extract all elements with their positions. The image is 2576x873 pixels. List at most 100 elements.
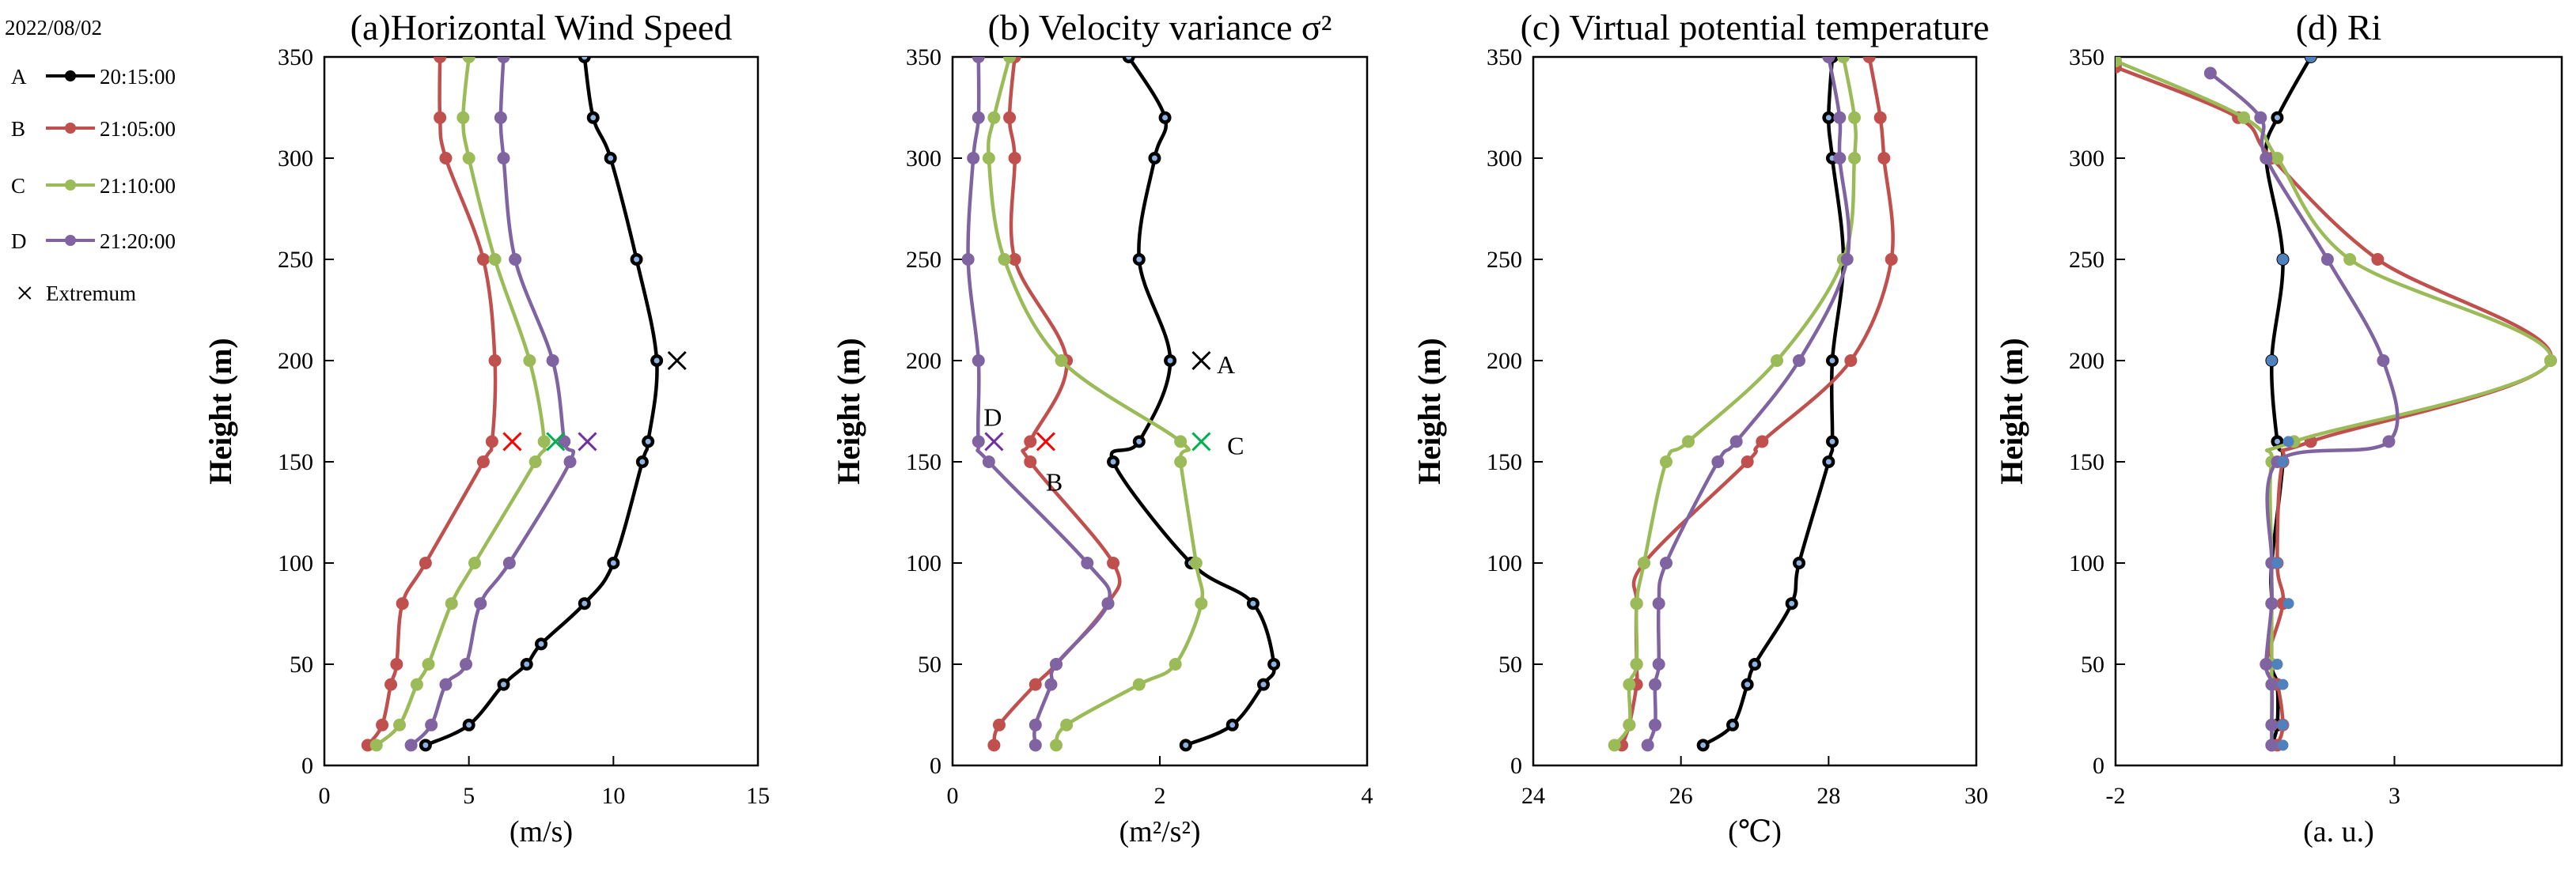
plot-frame — [1532, 55, 1978, 767]
x-tick-label: 3 — [2388, 783, 2400, 809]
data-point — [468, 557, 481, 569]
data-point-highlight — [1250, 600, 1256, 607]
plot-frame — [2114, 55, 2563, 767]
data-point-highlight — [422, 742, 429, 748]
y-tick-label: 0 — [301, 753, 313, 779]
series-line-2 — [375, 57, 547, 747]
data-point-highlight — [1700, 742, 1707, 748]
legend-time-b: 21:05:00 — [100, 117, 176, 141]
plot-area — [961, 57, 1281, 752]
extremum-marker — [1191, 350, 1211, 371]
data-point — [476, 253, 490, 266]
data-point — [1660, 455, 1673, 468]
data-point — [2382, 435, 2396, 448]
data-point — [1641, 739, 1654, 752]
data-point — [376, 718, 389, 731]
legend-entry-d: D 21:20:00 — [11, 229, 176, 253]
data-point — [987, 111, 1001, 124]
y-tick-label: 200 — [2069, 348, 2104, 374]
y-tick-label: 350 — [906, 44, 941, 70]
x-axis-label: (m²/s²) — [1119, 815, 1201, 848]
data-point — [1652, 597, 1665, 610]
data-point-highlight — [581, 600, 588, 607]
y-tick-label: 50 — [1498, 652, 1522, 678]
x-tick-label: 26 — [1669, 783, 1693, 809]
data-point — [2265, 739, 2279, 752]
data-point-highlight — [1136, 256, 1142, 263]
data-point — [390, 658, 403, 671]
data-point — [445, 597, 458, 610]
legend: 2022/08/02 A 20:15:00 B 21:05:00 C 21:10… — [5, 16, 176, 311]
data-point — [1008, 152, 1021, 164]
data-point — [961, 253, 975, 266]
legend-extremum-label: Extremum — [46, 282, 136, 305]
data-point — [972, 57, 985, 63]
data-point — [967, 152, 980, 164]
data-point — [1741, 455, 1754, 468]
data-point — [1848, 111, 1861, 124]
data-point — [1630, 597, 1643, 610]
series-line-3 — [2209, 71, 2400, 746]
y-tick-label: 150 — [278, 449, 313, 475]
extremum-marker — [667, 350, 687, 371]
y-tick-label: 0 — [930, 753, 941, 779]
data-point — [462, 57, 475, 63]
y-tick-label: 200 — [906, 348, 941, 374]
data-point — [1003, 57, 1017, 63]
legend-entry-c: C 21:10:00 — [11, 174, 176, 198]
data-point — [987, 739, 1001, 752]
data-point-highlight — [1151, 155, 1157, 161]
data-point — [1050, 658, 1063, 671]
data-point — [1174, 435, 1188, 448]
data-point — [972, 354, 985, 367]
data-point-highlight — [1796, 560, 1802, 566]
y-tick-label: 100 — [2069, 550, 2104, 576]
data-point — [1029, 678, 1042, 691]
data-point — [558, 435, 571, 448]
plot-area — [361, 57, 664, 752]
data-point — [439, 678, 453, 691]
data-point — [1729, 435, 1743, 448]
data-point — [2254, 111, 2267, 124]
data-point-highlight — [1271, 661, 1277, 667]
data-point-highlight — [608, 155, 614, 161]
x-tick-label: 0 — [947, 783, 959, 809]
y-axis-label: Height (m) — [831, 338, 866, 485]
data-point — [488, 354, 502, 367]
y-tick-label: 150 — [906, 449, 941, 475]
y-tick-label: 0 — [2093, 753, 2104, 779]
data-point — [1189, 557, 1203, 569]
plot-area — [2116, 57, 2557, 752]
annotation-label: D — [983, 403, 1002, 432]
y-tick-label: 350 — [1487, 44, 1522, 70]
data-point — [2265, 718, 2279, 731]
data-point — [998, 253, 1011, 266]
data-point — [1649, 718, 1661, 731]
data-point — [1885, 253, 1898, 266]
chart-panel-0: 0 50 100 150 200 250 300 350 0 5 10 15 (a)Horizontal… — [203, 7, 770, 848]
data-point — [1055, 354, 1068, 367]
data-point — [2116, 57, 2122, 68]
legend-letter-d: D — [11, 229, 27, 253]
data-point — [1756, 435, 1769, 448]
data-point — [1652, 658, 1665, 671]
data-point — [1833, 111, 1847, 124]
ri-marker-point — [2266, 355, 2278, 366]
data-point — [2377, 354, 2390, 367]
series-line-1 — [992, 57, 1122, 746]
y-axis-label: Height (m) — [203, 338, 238, 485]
data-point — [523, 354, 536, 367]
data-point — [497, 57, 510, 63]
data-point-highlight — [1729, 722, 1736, 728]
y-tick-label: 100 — [1487, 550, 1522, 576]
data-point-highlight — [639, 459, 646, 465]
chart-title: (d) Ri — [2296, 7, 2382, 47]
data-point — [972, 111, 985, 124]
data-point-highlight — [1183, 742, 1189, 748]
data-point — [1638, 557, 1650, 569]
data-point — [1029, 739, 1042, 752]
data-point — [528, 455, 542, 468]
legend-time-a: 20:15:00 — [100, 65, 176, 89]
x-tick-label: 15 — [746, 783, 770, 809]
data-point-highlight — [1829, 357, 1835, 364]
